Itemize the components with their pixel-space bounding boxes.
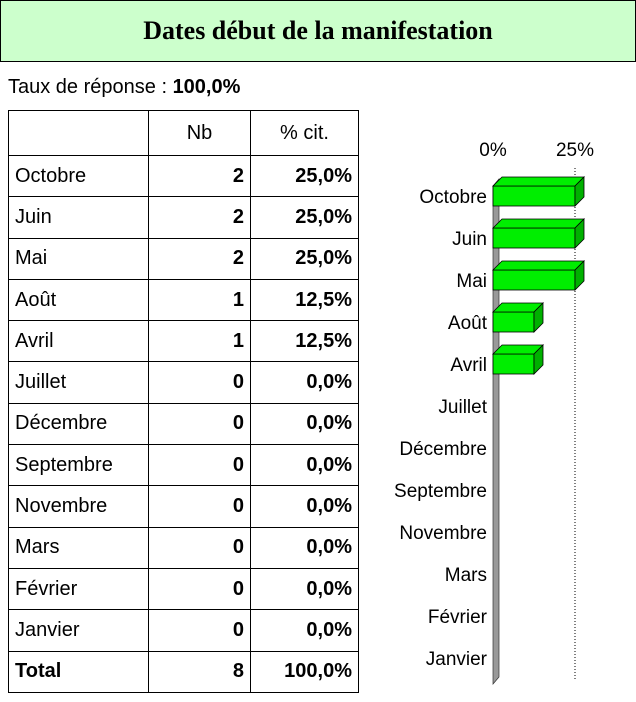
category-label: Octobre xyxy=(419,187,487,208)
category-label: Janvier xyxy=(426,649,488,670)
title: Dates début de la manifestation xyxy=(0,0,636,62)
row: Novembre 0 0,0% xyxy=(8,485,359,528)
cell: 2 xyxy=(148,154,251,198)
cell: Novembre xyxy=(8,485,149,528)
header-cell: Nb xyxy=(148,110,251,156)
cell: 0,0% xyxy=(250,526,359,569)
cell: Septembre xyxy=(8,444,149,487)
category-label: Août xyxy=(448,313,488,334)
cell: 0,0% xyxy=(250,485,359,528)
cell: 2 xyxy=(148,196,251,239)
bar xyxy=(492,353,535,375)
cell: 25,0% xyxy=(250,154,359,198)
response-label: Taux de réponse : xyxy=(8,76,167,98)
bar xyxy=(492,311,535,333)
response-value: 100,0% xyxy=(172,76,241,98)
cell: Octobre xyxy=(8,154,149,198)
cell: Total xyxy=(8,650,149,693)
bar-side xyxy=(533,344,544,375)
row: Juin 2 25,0% xyxy=(8,196,359,239)
cell: 25,0% xyxy=(250,196,359,239)
cell: Février xyxy=(8,567,149,611)
row: Avril 1 12,5% xyxy=(8,320,359,363)
bar xyxy=(492,227,576,249)
cell: 0,0% xyxy=(250,609,359,652)
row: Octobre 2 25,0% xyxy=(8,154,359,198)
cell: 0 xyxy=(148,485,251,528)
row: Juillet 0 0,0% xyxy=(8,361,359,404)
bar-side xyxy=(574,260,585,291)
axis-wall xyxy=(492,178,500,685)
cell: 0 xyxy=(148,567,251,611)
category-label: Novembre xyxy=(399,523,487,544)
cell: 12,5% xyxy=(250,320,359,363)
cell: 0,0% xyxy=(250,444,359,487)
row: Janvier 0 0,0% xyxy=(8,609,359,652)
bar xyxy=(492,185,576,207)
bar-top xyxy=(492,260,585,271)
category-label: Mai xyxy=(456,271,487,292)
cell: Août xyxy=(8,278,149,322)
bar-top xyxy=(492,176,585,187)
cell: 0 xyxy=(148,526,251,569)
cell: 0 xyxy=(148,444,251,487)
category-label: Février xyxy=(428,607,488,628)
cell: Janvier xyxy=(8,609,149,652)
total-row: Total 8 100,0% xyxy=(8,650,359,693)
table: Nb% cit. Octobre 2 25,0% Juin 2 25,0% Mai 2 25,0%… xyxy=(8,110,359,693)
category-label: Mars xyxy=(445,565,487,586)
x-tick-label: 25% xyxy=(556,140,594,161)
row: Février 0 0,0% xyxy=(8,567,359,611)
bar-side xyxy=(574,176,585,207)
cell: Avril xyxy=(8,320,149,363)
cell: Juin xyxy=(8,196,149,239)
cell: 25,0% xyxy=(250,237,359,280)
cell: 2 xyxy=(148,237,251,280)
cell: 8 xyxy=(148,650,251,693)
category-label: Décembre xyxy=(399,439,487,460)
cell: Juillet xyxy=(8,361,149,404)
response-rate: Taux de réponse : 100,0% xyxy=(8,76,240,99)
category-label: Juillet xyxy=(438,397,487,418)
cell: 100,0% xyxy=(250,650,359,693)
cell: 0,0% xyxy=(250,361,359,404)
cell: 12,5% xyxy=(250,278,359,322)
bar-side xyxy=(533,302,544,333)
category-label: Avril xyxy=(450,355,487,376)
category-label: Juin xyxy=(452,229,487,250)
row: Août 1 12,5% xyxy=(8,278,359,322)
header-row: Nb% cit. xyxy=(8,110,359,156)
bar-top xyxy=(492,218,585,229)
x-tick-label: 0% xyxy=(479,140,507,161)
cell: Décembre xyxy=(8,402,149,446)
row: Mai 2 25,0% xyxy=(8,237,359,280)
bar-side xyxy=(574,218,585,249)
category-label: Septembre xyxy=(394,481,487,502)
bar xyxy=(492,269,576,291)
row: Septembre 0 0,0% xyxy=(8,444,359,487)
